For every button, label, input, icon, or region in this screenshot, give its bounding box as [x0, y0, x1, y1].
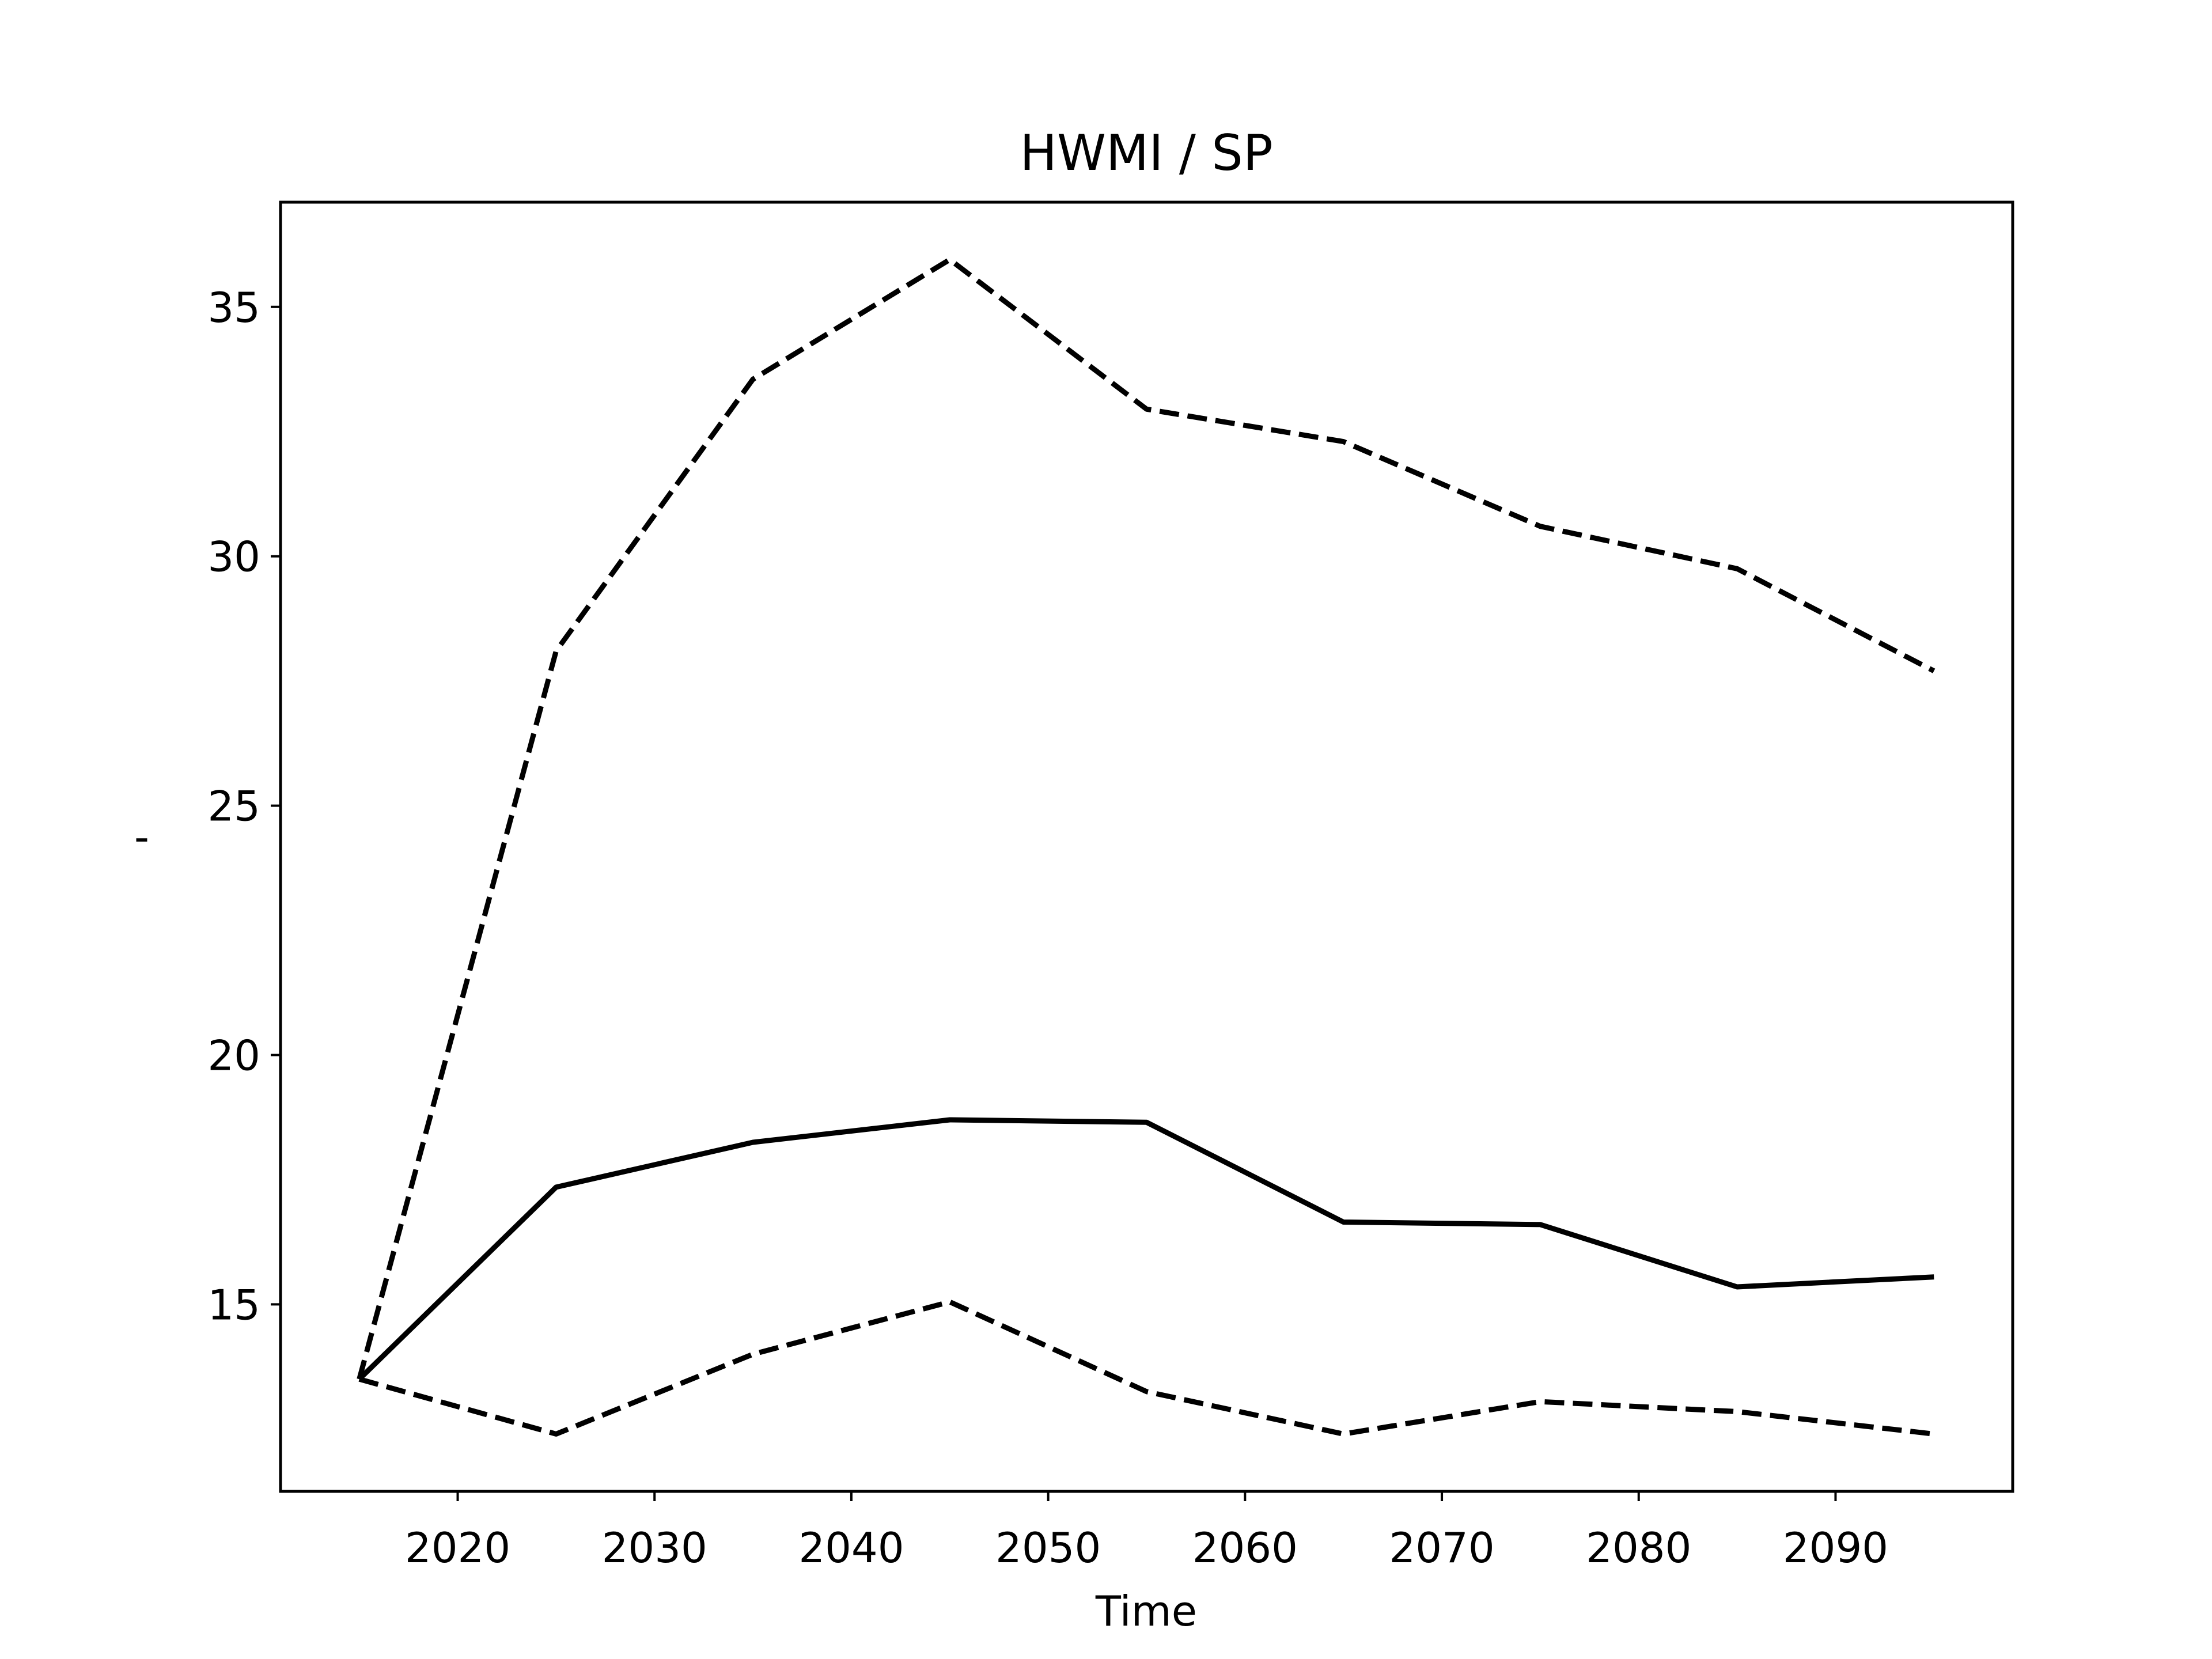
- series-layer: [357, 257, 1936, 1437]
- y-axis-ticks: 15 20 25 30 35: [207, 283, 281, 1329]
- series-line-2: [357, 257, 1936, 1380]
- y-axis-label: -: [134, 813, 149, 861]
- plot-frame: [279, 200, 2014, 1493]
- y-tick-label: 30: [207, 533, 260, 581]
- x-axis-ticks: 2020 2030 2040 2050 2060 2070 2080 2090: [405, 1491, 1888, 1572]
- x-axis-label: Time: [1095, 1587, 1197, 1635]
- y-tick-label: 15: [207, 1281, 260, 1329]
- x-tick-label: 2020: [405, 1524, 510, 1572]
- y-tick-label: 25: [207, 782, 260, 831]
- x-tick-label: 2050: [995, 1524, 1101, 1572]
- y-tick-label: 35: [207, 283, 260, 332]
- x-tick-label: 2060: [1192, 1524, 1298, 1572]
- x-tick-label: 2090: [1783, 1524, 1888, 1572]
- series-line-3: [358, 1299, 1934, 1437]
- chart-title: HWMI / SP: [1020, 124, 1272, 182]
- series-line-1: [357, 1117, 1934, 1381]
- x-tick-label: 2030: [602, 1524, 707, 1572]
- x-tick-label: 2040: [798, 1524, 904, 1572]
- x-tick-label: 2070: [1389, 1524, 1494, 1572]
- x-tick-label: 2080: [1586, 1524, 1691, 1572]
- y-tick-label: 20: [207, 1031, 260, 1080]
